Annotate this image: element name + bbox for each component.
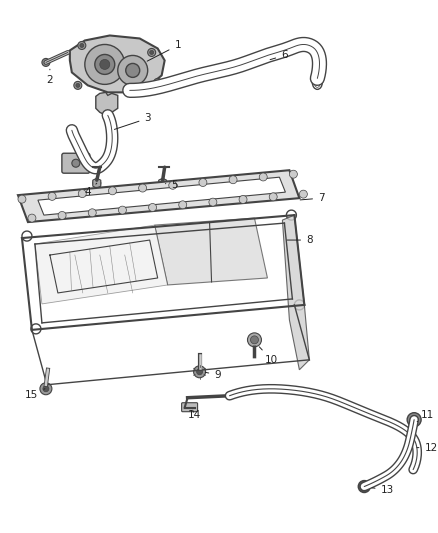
Circle shape xyxy=(269,193,277,201)
Circle shape xyxy=(85,44,125,84)
Circle shape xyxy=(126,63,140,77)
Circle shape xyxy=(159,179,166,187)
Polygon shape xyxy=(96,92,118,115)
Circle shape xyxy=(407,413,421,427)
Text: 14: 14 xyxy=(188,410,201,419)
Circle shape xyxy=(209,198,217,206)
Text: 12: 12 xyxy=(417,442,438,453)
Circle shape xyxy=(169,181,177,189)
Circle shape xyxy=(259,173,267,181)
Circle shape xyxy=(155,80,160,84)
Polygon shape xyxy=(159,178,166,188)
Circle shape xyxy=(247,333,261,347)
Polygon shape xyxy=(283,215,309,370)
Text: 9: 9 xyxy=(205,370,221,380)
FancyBboxPatch shape xyxy=(182,403,198,411)
Text: 3: 3 xyxy=(114,114,151,130)
Circle shape xyxy=(138,184,147,192)
Text: 6: 6 xyxy=(270,51,288,60)
Circle shape xyxy=(80,44,84,47)
Circle shape xyxy=(199,179,207,187)
Circle shape xyxy=(109,187,117,195)
Circle shape xyxy=(148,49,155,56)
Circle shape xyxy=(290,170,297,178)
Circle shape xyxy=(197,369,203,375)
Circle shape xyxy=(93,179,101,187)
Circle shape xyxy=(118,55,148,85)
Circle shape xyxy=(251,336,258,344)
Circle shape xyxy=(42,59,50,67)
Circle shape xyxy=(229,176,237,184)
FancyBboxPatch shape xyxy=(62,153,90,173)
Circle shape xyxy=(18,195,26,203)
Circle shape xyxy=(194,366,205,378)
Text: 5: 5 xyxy=(166,180,178,190)
Circle shape xyxy=(58,212,66,220)
Circle shape xyxy=(72,159,80,167)
Circle shape xyxy=(78,190,86,198)
Circle shape xyxy=(48,192,56,200)
Circle shape xyxy=(40,383,52,395)
Circle shape xyxy=(28,214,36,222)
Polygon shape xyxy=(18,170,300,222)
Circle shape xyxy=(150,51,154,54)
Circle shape xyxy=(88,209,96,217)
Circle shape xyxy=(179,201,187,209)
Circle shape xyxy=(154,78,162,86)
Text: 7: 7 xyxy=(300,193,325,203)
Text: 2: 2 xyxy=(46,69,53,85)
Text: 13: 13 xyxy=(372,484,394,495)
Circle shape xyxy=(74,82,82,90)
Circle shape xyxy=(43,386,49,392)
Circle shape xyxy=(100,60,110,69)
Text: 8: 8 xyxy=(287,235,313,245)
Circle shape xyxy=(148,204,156,212)
Polygon shape xyxy=(93,178,101,188)
Circle shape xyxy=(300,190,307,198)
Text: 15: 15 xyxy=(25,389,45,400)
Circle shape xyxy=(76,83,80,87)
Text: 1: 1 xyxy=(147,41,181,61)
Circle shape xyxy=(95,54,115,75)
Text: 11: 11 xyxy=(417,410,434,422)
Polygon shape xyxy=(70,36,165,92)
Circle shape xyxy=(78,42,86,50)
Circle shape xyxy=(410,416,418,424)
Circle shape xyxy=(358,481,370,492)
Circle shape xyxy=(239,196,247,204)
Polygon shape xyxy=(35,225,168,304)
Text: 10: 10 xyxy=(259,347,278,365)
Polygon shape xyxy=(155,218,268,285)
Circle shape xyxy=(118,206,127,214)
Polygon shape xyxy=(38,177,286,215)
Text: 4: 4 xyxy=(85,183,97,197)
